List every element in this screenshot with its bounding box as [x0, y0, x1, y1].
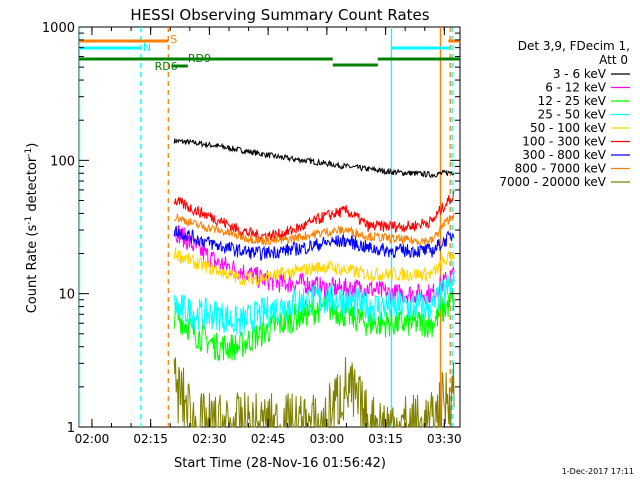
legend-entry-label: 12 - 25 keV — [538, 94, 607, 108]
legend-entry-label: 300 - 800 keV — [522, 148, 606, 162]
legend-entry-label: 7000 - 20000 keV — [499, 175, 606, 189]
x-tick-label: 02:00 — [75, 432, 110, 446]
legend-entry-label: 50 - 100 keV — [530, 121, 607, 135]
x-tick-label: 02:30 — [192, 432, 227, 446]
axis-layer: 02:00 02:15 02:30 02:45 03:00 03:15 03:30 1 10 10… — [42, 21, 462, 446]
legend-entry-label: 800 - 7000 keV — [515, 162, 607, 176]
y-axis-label: Count Rate (s-1 detector-1) — [24, 143, 40, 314]
rd9-label: RD9 — [188, 52, 211, 65]
y-axis-label-sup1: -1 — [24, 216, 34, 225]
y-axis-label-sup2: -1 — [24, 148, 34, 157]
x-tick-label: 03:15 — [368, 432, 403, 446]
legend-entry-label: 6 - 12 keV — [545, 81, 607, 95]
series-line — [173, 225, 455, 261]
rd6-label: RD6 — [155, 60, 178, 73]
chart-title: HESSI Observing Summary Count Rates — [130, 6, 429, 24]
x-tick-label: 03:30 — [427, 432, 462, 446]
series-line — [173, 190, 455, 243]
legend-entry-label: 100 - 300 keV — [522, 135, 606, 149]
y-tick-label: 1000 — [42, 21, 75, 36]
series-line — [173, 357, 455, 429]
legend-header-2: Att 0 — [599, 53, 628, 67]
y-tick-label: 10 — [58, 288, 75, 303]
saa-label: S — [170, 33, 177, 46]
flags-layer: S N RD6 RD9 — [78, 27, 460, 427]
series-line — [173, 138, 455, 179]
y-axis-label-mid: detector — [25, 156, 40, 216]
x-tick-label: 02:15 — [133, 432, 168, 446]
y-tick-label: 100 — [50, 154, 75, 169]
legend-entry-label: 25 - 50 keV — [538, 108, 607, 122]
legend-header-1: Det 3,9, FDecim 1, — [518, 39, 630, 53]
y-tick-label: 1 — [67, 421, 75, 436]
x-tick-label: 03:00 — [310, 432, 345, 446]
series-line — [173, 212, 455, 246]
legend-entry-label: 3 - 6 keV — [553, 67, 607, 81]
x-axis-label: Start Time (28-Nov-16 01:56:42) — [174, 456, 386, 471]
series-line — [173, 269, 455, 337]
footer-date: 1-Dec-2017 17:11 — [562, 467, 634, 476]
series-layer — [173, 138, 455, 429]
y-axis-label-end: ) — [25, 143, 40, 148]
series-line — [173, 247, 455, 286]
x-tick-label: 02:45 — [251, 432, 286, 446]
y-axis-label-main: Count Rate (s — [25, 225, 40, 314]
series-line — [173, 289, 455, 361]
night-label: N — [143, 41, 151, 54]
